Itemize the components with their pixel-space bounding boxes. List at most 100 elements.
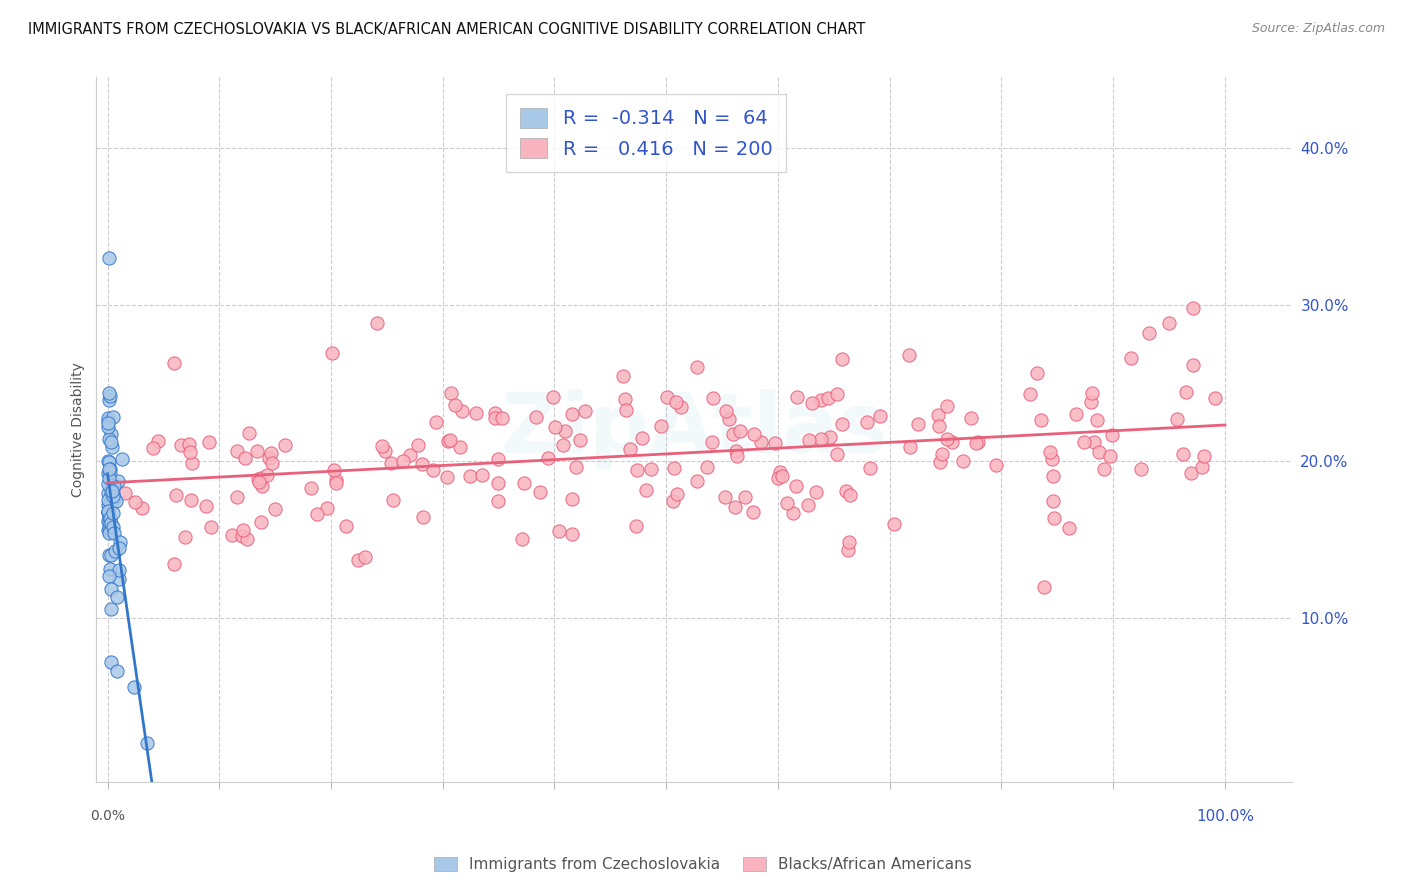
- Point: [142, 442, 165, 456]
- Point: [246, 444, 269, 458]
- Point: [97, 471, 120, 485]
- Point: [786, 390, 808, 404]
- Point: [101, 489, 124, 503]
- Point: [97, 419, 120, 434]
- Point: [103, 491, 125, 505]
- Point: [425, 415, 447, 429]
- Point: [98, 521, 121, 535]
- Point: [174, 531, 197, 545]
- Point: [181, 456, 204, 470]
- Point: [1171, 447, 1194, 461]
- Point: [98, 389, 121, 403]
- Point: [250, 471, 273, 485]
- Point: [869, 409, 891, 424]
- Point: [721, 426, 744, 441]
- Point: [135, 736, 157, 750]
- Point: [274, 438, 297, 452]
- Point: [111, 451, 134, 466]
- Point: [449, 441, 471, 455]
- Point: [486, 452, 509, 467]
- Point: [1040, 451, 1063, 466]
- Point: [810, 393, 832, 408]
- Point: [180, 492, 202, 507]
- Point: [486, 494, 509, 508]
- Point: [250, 516, 273, 530]
- Point: [1080, 386, 1102, 401]
- Point: [717, 411, 740, 425]
- Point: [1039, 445, 1062, 459]
- Point: [537, 450, 560, 465]
- Point: [97, 477, 120, 491]
- Point: [177, 437, 200, 451]
- Point: [512, 476, 534, 491]
- Point: [98, 509, 121, 524]
- Point: [804, 485, 827, 500]
- Point: [124, 495, 146, 509]
- Point: [101, 479, 124, 493]
- Point: [226, 444, 249, 458]
- Point: [444, 398, 467, 412]
- Point: [381, 492, 404, 507]
- Point: [411, 457, 433, 471]
- Point: [97, 523, 120, 537]
- Point: [380, 456, 402, 470]
- Point: [714, 490, 737, 504]
- Point: [256, 468, 278, 483]
- Point: [263, 502, 285, 516]
- Point: [233, 451, 256, 466]
- Point: [907, 417, 929, 431]
- Legend: R =  -0.314   N =  64, R =   0.416   N = 200: R = -0.314 N = 64, R = 0.416 N = 200: [506, 95, 786, 172]
- Point: [97, 548, 120, 562]
- Point: [686, 474, 709, 488]
- Point: [307, 508, 329, 522]
- Point: [436, 470, 458, 484]
- Point: [1182, 301, 1205, 315]
- Point: [97, 486, 120, 500]
- Point: [1182, 359, 1205, 373]
- Point: [101, 483, 124, 498]
- Point: [100, 426, 122, 441]
- Point: [231, 528, 253, 542]
- Point: [1083, 435, 1105, 450]
- Point: [561, 527, 583, 541]
- Point: [565, 460, 588, 475]
- Point: [1080, 394, 1102, 409]
- Point: [636, 483, 658, 497]
- Point: [100, 497, 122, 511]
- Point: [928, 419, 950, 434]
- Point: [97, 505, 120, 519]
- Point: [97, 569, 120, 583]
- Point: [436, 434, 458, 448]
- Point: [179, 445, 201, 459]
- Point: [247, 475, 270, 489]
- Point: [107, 665, 129, 679]
- Point: [97, 392, 120, 407]
- Point: [1018, 387, 1040, 401]
- Point: [661, 493, 683, 508]
- Point: [232, 523, 254, 537]
- Point: [734, 491, 756, 505]
- Point: [97, 410, 120, 425]
- Point: [782, 506, 804, 520]
- Point: [1087, 413, 1109, 427]
- Point: [825, 447, 848, 461]
- Point: [439, 433, 461, 447]
- Point: [100, 582, 122, 596]
- Point: [484, 406, 506, 420]
- Point: [551, 438, 574, 452]
- Point: [671, 400, 693, 414]
- Point: [97, 385, 120, 400]
- Point: [260, 446, 283, 460]
- Point: [655, 390, 678, 404]
- Point: [797, 433, 820, 447]
- Point: [568, 434, 591, 448]
- Point: [97, 498, 120, 512]
- Point: [465, 405, 488, 419]
- Point: [110, 534, 132, 549]
- Point: [1088, 445, 1111, 459]
- Point: [101, 409, 124, 424]
- Point: [859, 460, 882, 475]
- Point: [831, 417, 853, 431]
- Point: [835, 484, 858, 499]
- Point: [98, 466, 121, 480]
